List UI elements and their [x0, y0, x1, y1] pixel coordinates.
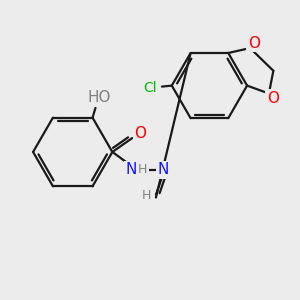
- Text: O: O: [267, 91, 279, 106]
- Text: O: O: [248, 36, 260, 51]
- Text: N: N: [125, 162, 137, 177]
- Text: N: N: [157, 162, 169, 177]
- Text: O: O: [134, 126, 146, 141]
- Text: HO: HO: [88, 90, 111, 105]
- Text: H: H: [138, 163, 148, 176]
- Text: H: H: [141, 189, 151, 202]
- Text: Cl: Cl: [143, 81, 157, 94]
